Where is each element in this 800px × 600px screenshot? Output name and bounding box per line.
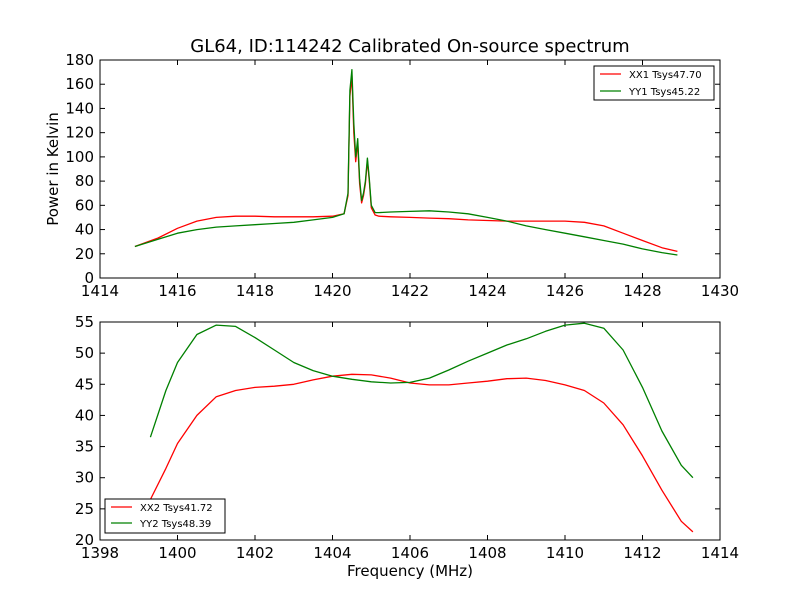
top-x-tick-label: 1426 — [546, 282, 584, 300]
bottom-spectrum-panel: 1398 1400 1402 1404 1406 1408 1410 1412 1414 20 25… — [75, 313, 739, 562]
bottom-y-tick-label: 50 — [75, 344, 94, 362]
top-x-tick-label: 1418 — [236, 282, 274, 300]
top-y-tick-label: 0 — [84, 269, 94, 287]
legend-label-yy1: YY1 Tsys45.22 — [628, 87, 700, 98]
top-x-tick-label: 1420 — [313, 282, 351, 300]
top-axis-ticks: 1414 1416 1418 1420 1422 1424 1426 1428 1430 0 20 4… — [65, 51, 739, 300]
bottom-x-tick-label: 1400 — [158, 544, 196, 562]
top-x-tick-label: 1414 — [81, 282, 119, 300]
top-x-tick-label: 1428 — [623, 282, 661, 300]
bottom-x-tick-label: 1412 — [623, 544, 661, 562]
bottom-x-tick-label: 1414 — [701, 544, 739, 562]
bottom-y-tick-label: 25 — [75, 500, 94, 518]
top-y-tick-label: 140 — [65, 99, 94, 117]
bottom-legend-box — [104, 498, 226, 534]
bottom-x-tick-label: 1398 — [81, 544, 119, 562]
top-series-line-1 — [134, 69, 678, 256]
bottom-series-line-0 — [149, 373, 694, 533]
legend-label-xx2: XX2 Tsys41.72 — [140, 503, 213, 514]
top-y-tick-label: 80 — [75, 172, 94, 190]
top-x-tick-label: 1422 — [391, 282, 429, 300]
top-series-lines — [134, 69, 678, 256]
bottom-y-tick-label: 35 — [75, 438, 94, 456]
top-y-tick-label: 180 — [65, 51, 94, 69]
bottom-x-tick-label: 1404 — [313, 544, 351, 562]
bottom-y-tick-label: 40 — [75, 406, 94, 424]
bottom-x-tick-label: 1408 — [468, 544, 506, 562]
bottom-legend: XX2 Tsys41.72 YY2 Tsys48.39 — [104, 498, 226, 534]
bottom-y-tick-label: 30 — [75, 469, 94, 487]
top-y-tick-label: 100 — [65, 148, 94, 166]
top-legend: XX1 Tsys47.70 YY1 Tsys45.22 — [593, 65, 715, 101]
top-spectrum-panel: 1414 1416 1418 1420 1422 1424 1426 1428 1430 0 20 4… — [44, 51, 739, 300]
bottom-axis-ticks: 1398 1400 1402 1404 1406 1408 1410 1412 1414 20 25… — [75, 313, 739, 562]
bottom-y-tick-label: 55 — [75, 313, 94, 331]
x-axis-label: Frequency (MHz) — [347, 562, 473, 580]
bottom-y-tick-label: 20 — [75, 531, 94, 549]
legend-label-xx1: XX1 Tsys47.70 — [629, 70, 702, 81]
top-y-tick-label: 20 — [75, 245, 94, 263]
top-legend-box — [593, 65, 715, 101]
top-y-tick-label: 160 — [65, 75, 94, 93]
bottom-series-lines — [149, 322, 694, 533]
top-x-tick-label: 1416 — [158, 282, 196, 300]
bottom-x-tick-label: 1410 — [546, 544, 584, 562]
top-y-tick-label: 40 — [75, 221, 94, 239]
top-y-axis-label: Power in Kelvin — [44, 112, 62, 226]
legend-label-yy2: YY2 Tsys48.39 — [139, 519, 211, 530]
top-y-tick-label: 60 — [75, 196, 94, 214]
bottom-x-tick-label: 1402 — [236, 544, 274, 562]
top-x-tick-label: 1424 — [468, 282, 506, 300]
chart-title: GL64, ID:114242 Calibrated On-source spe… — [190, 36, 629, 57]
bottom-series-line-1 — [149, 322, 694, 479]
top-y-tick-label: 120 — [65, 124, 94, 142]
bottom-y-tick-label: 45 — [75, 375, 94, 393]
top-x-tick-label: 1430 — [701, 282, 739, 300]
bottom-x-tick-label: 1406 — [391, 544, 429, 562]
